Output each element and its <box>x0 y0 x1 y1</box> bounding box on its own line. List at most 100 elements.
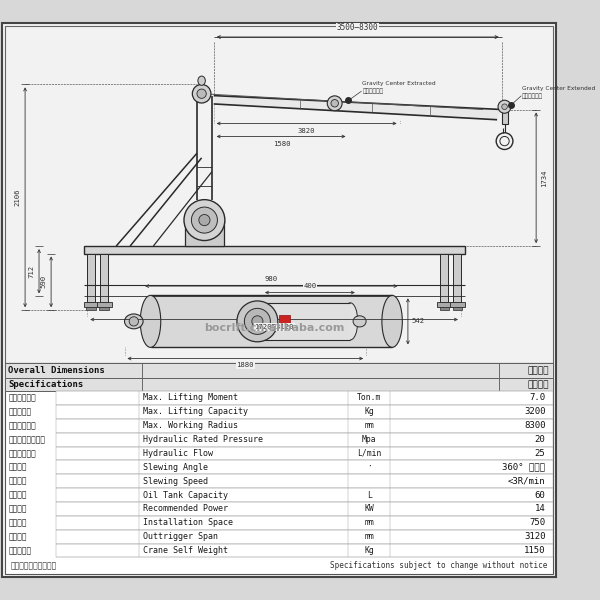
Bar <box>86 307 96 310</box>
Text: <3R/min: <3R/min <box>508 476 545 485</box>
Text: 外形尺寸: 外形尺寸 <box>527 366 549 375</box>
Bar <box>440 254 448 302</box>
Text: 2106: 2106 <box>14 188 20 206</box>
Text: 1880: 1880 <box>236 362 254 368</box>
Text: Specifications: Specifications <box>8 380 83 389</box>
Bar <box>100 307 109 310</box>
Text: 980: 980 <box>265 277 278 283</box>
Text: Outtrigger Span: Outtrigger Span <box>143 532 218 541</box>
Text: Installation Space: Installation Space <box>143 518 233 527</box>
Text: 590: 590 <box>40 275 46 289</box>
Text: ·: · <box>367 463 372 472</box>
Text: 1150: 1150 <box>524 546 545 555</box>
Circle shape <box>498 100 511 113</box>
Bar <box>56 516 553 530</box>
Bar <box>452 307 462 310</box>
Bar <box>56 460 553 474</box>
Bar <box>5 26 553 363</box>
Text: 安装空间: 安装空间 <box>8 518 27 527</box>
Circle shape <box>184 200 225 241</box>
Text: Recommended Power: Recommended Power <box>143 505 228 514</box>
Text: 1734: 1734 <box>541 169 547 187</box>
Text: 60: 60 <box>535 491 545 500</box>
Text: Slewing Angle: Slewing Angle <box>143 463 208 472</box>
Polygon shape <box>214 95 502 120</box>
Text: 全伸重心位置: 全伸重心位置 <box>522 93 543 98</box>
Bar <box>56 391 553 405</box>
Bar <box>56 502 553 516</box>
Bar <box>279 315 290 328</box>
Text: L/min: L/min <box>357 449 382 458</box>
Text: Hydraulic Rated Pressure: Hydraulic Rated Pressure <box>143 435 263 444</box>
Text: 750: 750 <box>529 518 545 527</box>
Text: Kg: Kg <box>364 546 374 555</box>
Text: Max. Working Radius: Max. Working Radius <box>143 421 238 430</box>
Bar <box>454 254 461 302</box>
Bar <box>440 307 449 310</box>
Circle shape <box>193 85 211 103</box>
Circle shape <box>327 96 342 111</box>
Circle shape <box>237 301 278 342</box>
Bar <box>499 363 553 378</box>
Text: mm: mm <box>364 421 374 430</box>
Ellipse shape <box>140 295 161 347</box>
Bar <box>56 419 553 433</box>
Bar <box>56 433 553 446</box>
Bar <box>185 220 224 246</box>
Text: 最大起重量: 最大起重量 <box>8 407 31 416</box>
Text: 起重机自重: 起重机自重 <box>8 546 31 555</box>
Bar <box>450 302 464 307</box>
Circle shape <box>244 308 271 334</box>
Bar <box>5 363 142 378</box>
Text: 360° 全回转: 360° 全回转 <box>502 463 545 472</box>
Text: Oil Tank Capacity: Oil Tank Capacity <box>143 491 228 500</box>
Text: Crane Self Weight: Crane Self Weight <box>143 546 228 555</box>
Text: 3200: 3200 <box>524 407 545 416</box>
Text: 400: 400 <box>304 283 316 289</box>
Text: 技术参数: 技术参数 <box>527 380 549 389</box>
Text: 液压系统流量: 液压系统流量 <box>8 449 36 458</box>
Text: bocrlft.cn.alibaba.com: bocrlft.cn.alibaba.com <box>204 323 344 333</box>
Text: mm: mm <box>364 532 374 541</box>
Text: Kg: Kg <box>364 407 374 416</box>
Text: 20: 20 <box>535 435 545 444</box>
Circle shape <box>191 207 217 233</box>
Bar <box>5 363 553 378</box>
Text: 25: 25 <box>535 449 545 458</box>
Text: mm: mm <box>364 518 374 527</box>
Circle shape <box>199 215 210 226</box>
Circle shape <box>129 317 139 326</box>
Bar <box>97 302 112 307</box>
Text: Gravity Center Extended: Gravity Center Extended <box>522 86 595 91</box>
Bar <box>437 302 452 307</box>
Bar <box>262 303 350 340</box>
Text: Mpa: Mpa <box>362 435 377 444</box>
Bar <box>83 302 98 307</box>
Text: 8300: 8300 <box>524 421 545 430</box>
Text: 回转角度: 回转角度 <box>8 463 27 472</box>
Text: 14: 14 <box>535 505 545 514</box>
Text: 全缩重心位置: 全缩重心位置 <box>362 88 383 94</box>
Text: 1580: 1580 <box>273 141 290 147</box>
Bar <box>151 295 392 347</box>
Bar <box>56 488 553 502</box>
Bar <box>100 254 108 302</box>
Text: 7.0: 7.0 <box>529 394 545 403</box>
Text: L: L <box>367 491 372 500</box>
Circle shape <box>502 104 508 110</box>
Bar <box>88 254 95 302</box>
Text: 推荐功率: 推荐功率 <box>8 505 27 514</box>
Bar <box>5 378 142 391</box>
Circle shape <box>252 316 263 327</box>
Bar <box>502 104 508 124</box>
Text: Slewing Speed: Slewing Speed <box>143 476 208 485</box>
Circle shape <box>197 89 206 98</box>
Circle shape <box>331 100 338 107</box>
Bar <box>5 378 553 391</box>
Bar <box>56 530 553 544</box>
Text: Ton.m: Ton.m <box>357 394 382 403</box>
Ellipse shape <box>198 76 205 85</box>
Ellipse shape <box>125 314 143 329</box>
Text: 3820: 3820 <box>298 128 316 134</box>
Text: 542: 542 <box>412 319 425 325</box>
